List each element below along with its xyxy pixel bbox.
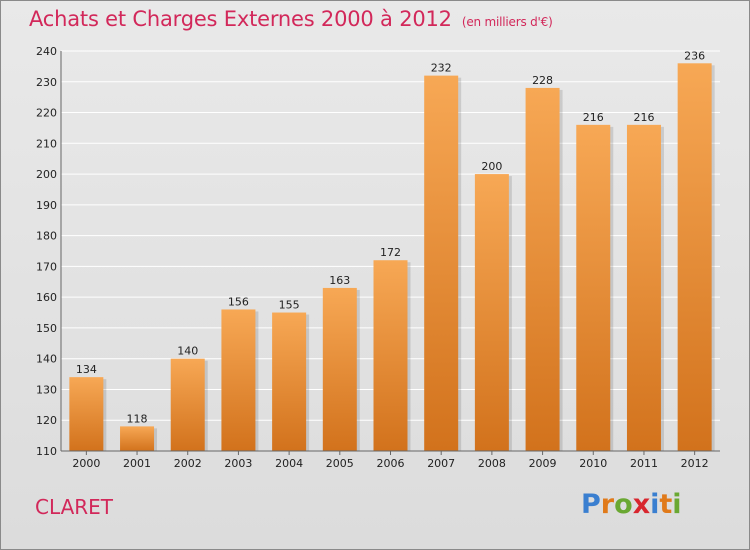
x-tick-label: 2008: [478, 457, 506, 470]
commune-name: CLARET: [35, 495, 113, 519]
chart-title: Achats et Charges Externes 2000 à 2012 (e…: [29, 7, 553, 31]
y-tick-label: 230: [36, 76, 57, 89]
bar-value-label: 228: [532, 74, 553, 87]
x-tick-label: 2009: [529, 457, 557, 470]
x-tick-label: 2011: [630, 457, 658, 470]
bar: [272, 312, 307, 451]
bar-value-label: 156: [228, 295, 249, 308]
logo-letter: t: [659, 489, 673, 520]
y-tick-label: 110: [36, 445, 57, 458]
x-tick-label: 2001: [123, 457, 151, 470]
bar: [576, 124, 611, 451]
bar: [322, 287, 357, 451]
y-tick-label: 200: [36, 168, 57, 181]
bar-value-label: 200: [481, 160, 502, 173]
y-tick-label: 240: [36, 45, 57, 58]
logo-letter: o: [614, 489, 633, 520]
bar: [474, 174, 509, 452]
x-tick-label: 2010: [579, 457, 607, 470]
x-tick-label: 2006: [377, 457, 405, 470]
bar-value-label: 140: [177, 345, 198, 358]
bar: [424, 75, 459, 451]
bar-value-label: 236: [684, 49, 705, 62]
x-tick-label: 2003: [224, 457, 252, 470]
chart-unit: (en milliers d'€): [461, 15, 553, 29]
logo-letter: i: [672, 489, 682, 520]
bar-value-label: 216: [583, 111, 604, 124]
y-tick-label: 150: [36, 322, 57, 335]
x-tick-label: 2012: [681, 457, 709, 470]
y-tick-label: 220: [36, 107, 57, 120]
x-tick-label: 2000: [72, 457, 100, 470]
y-tick-label: 180: [36, 230, 57, 243]
bar-value-label: 232: [431, 62, 452, 75]
bar-value-label: 134: [76, 363, 97, 376]
logo-letter: x: [632, 489, 651, 520]
x-tick-label: 2002: [174, 457, 202, 470]
proxiti-logo: Proxiti: [581, 489, 682, 520]
x-tick-label: 2004: [275, 457, 303, 470]
bar-value-label: 172: [380, 246, 401, 259]
logo-letter: i: [650, 489, 660, 520]
x-tick-label: 2005: [326, 457, 354, 470]
y-tick-label: 160: [36, 291, 57, 304]
bar-value-label: 216: [633, 111, 654, 124]
y-tick-label: 130: [36, 383, 57, 396]
y-tick-label: 120: [36, 414, 57, 427]
bar: [170, 358, 205, 451]
bar-value-label: 118: [127, 412, 148, 425]
bars: [69, 63, 715, 452]
bar: [626, 124, 661, 451]
logo-letter: P: [581, 489, 601, 520]
y-tick-label: 190: [36, 199, 57, 212]
bar: [677, 63, 712, 452]
x-tick-label: 2007: [427, 457, 455, 470]
value-labels: 134 118 140 156 155 163 172 232 200 228 216 216 236: [76, 49, 705, 425]
bar: [373, 260, 408, 451]
bar: [120, 426, 155, 451]
chart-title-text: Achats et Charges Externes 2000 à 2012: [29, 7, 452, 31]
y-tick-label: 210: [36, 137, 57, 150]
y-tick-label: 140: [36, 353, 57, 366]
bar-value-label: 155: [279, 299, 300, 312]
axes: 110 120 130 140 150 160 170 180 190 200 210 220 230 2…: [36, 45, 720, 470]
bar: [69, 377, 104, 451]
y-tick-label: 170: [36, 260, 57, 273]
logo-letter: r: [600, 489, 615, 520]
bar-value-label: 163: [329, 274, 350, 287]
bar: [525, 87, 560, 451]
bar: [221, 309, 256, 451]
